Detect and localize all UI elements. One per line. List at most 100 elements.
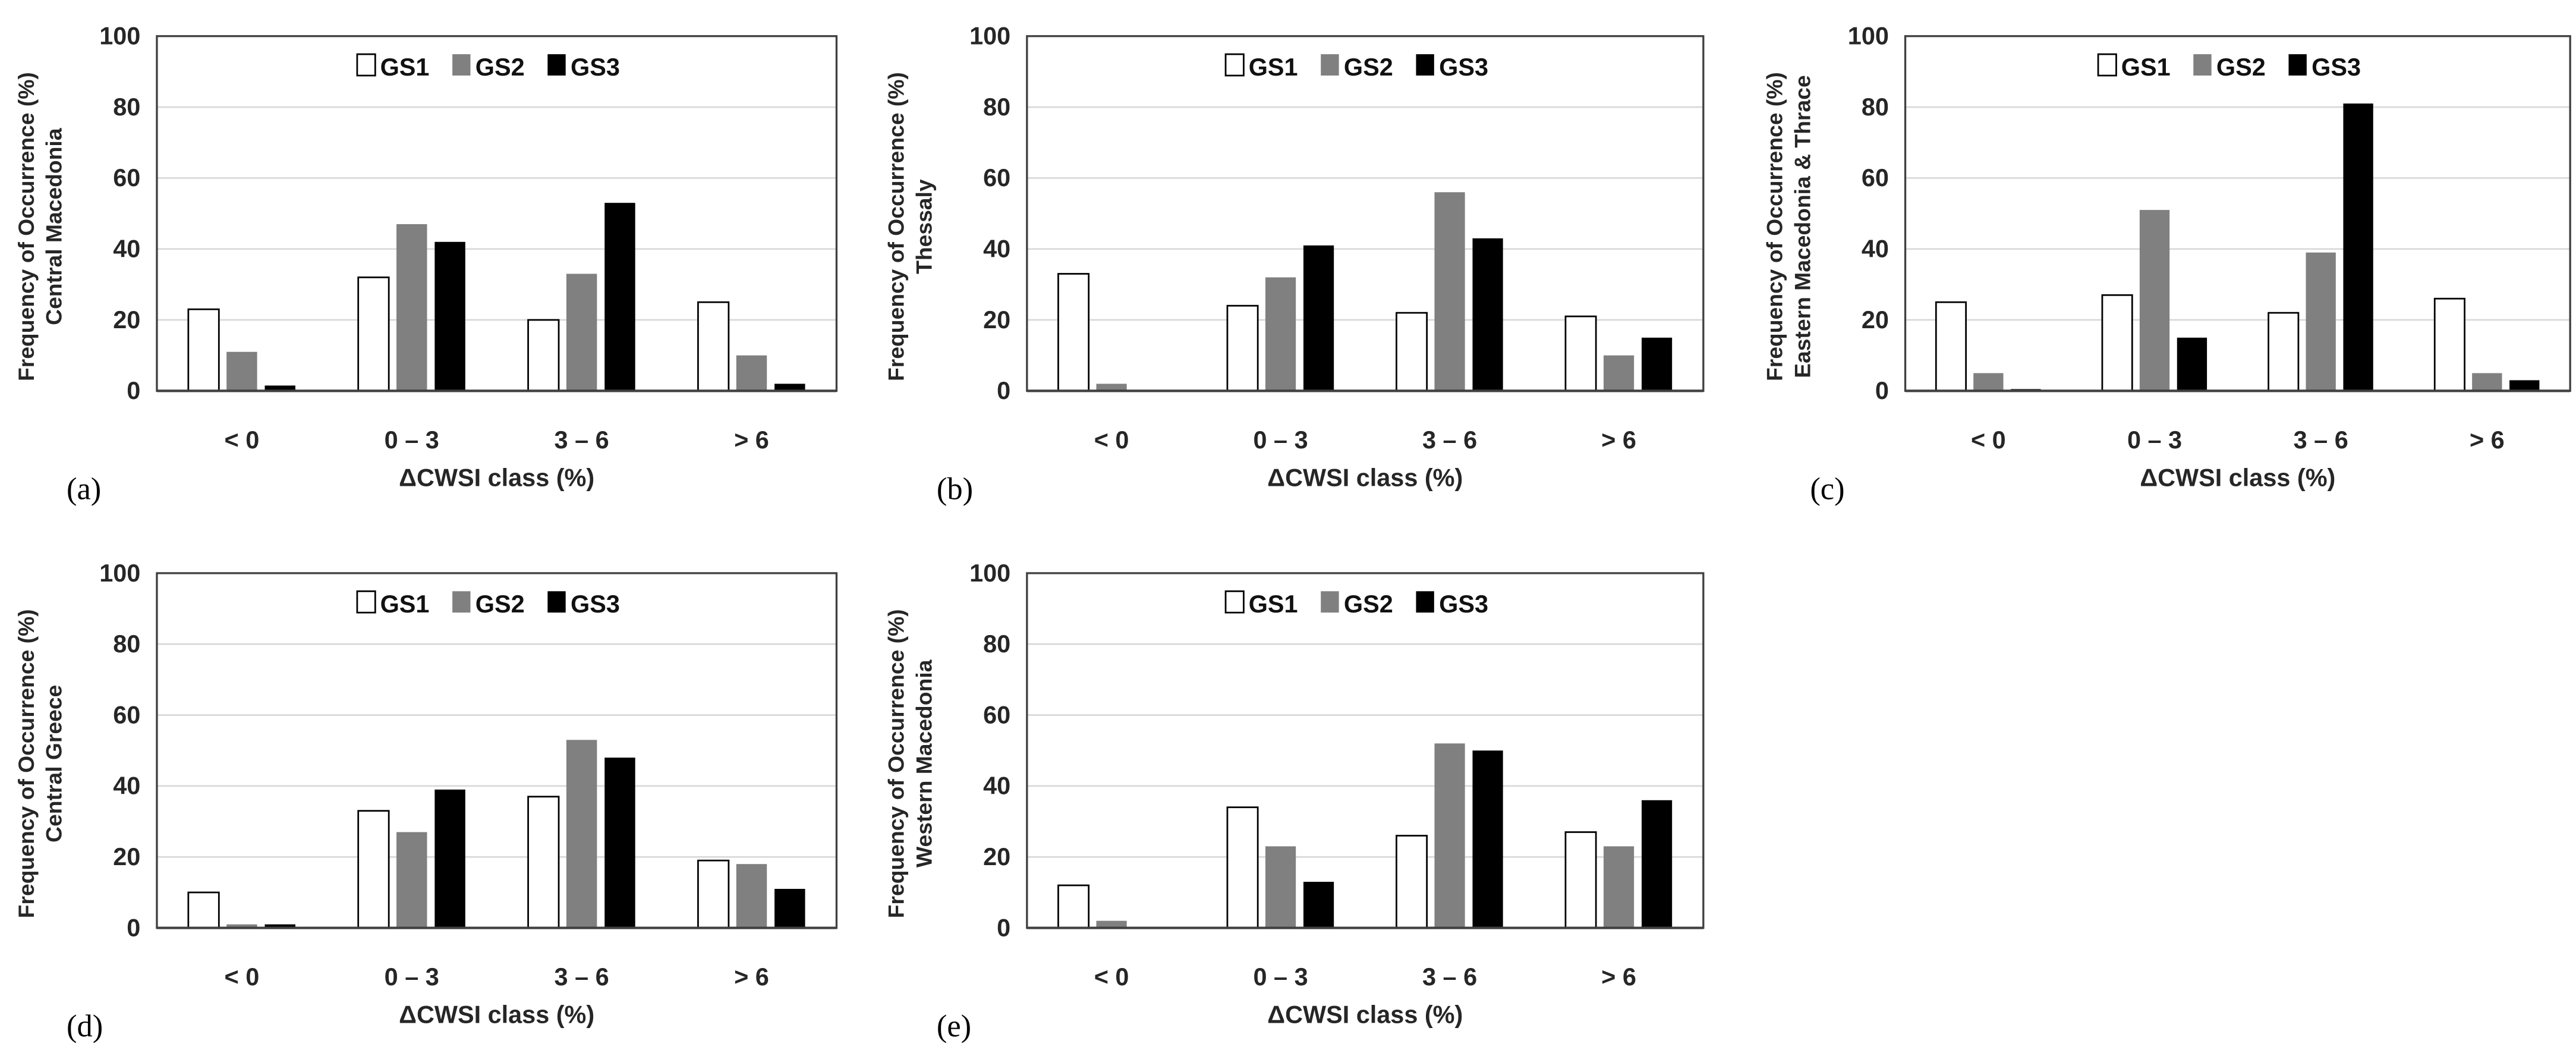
bar-gs1 (1396, 312, 1428, 392)
x-tick-label: > 6 (734, 426, 769, 454)
legend-label: GS1 (1249, 53, 1298, 81)
legend-swatch-gs3 (2288, 54, 2307, 76)
bar-gs1 (1057, 273, 1090, 392)
y-tick-label: 20 (113, 843, 140, 870)
bar-gs3 (264, 924, 295, 928)
bar-gs1 (1226, 806, 1259, 929)
bar-gs2 (1973, 373, 2004, 391)
y-tick-label: 100 (1848, 22, 1889, 50)
bar-gs3 (1303, 245, 1334, 391)
legend-swatch-gs1 (356, 590, 376, 614)
bar-gs1 (527, 796, 560, 929)
bar-gs2 (1265, 846, 1296, 928)
bar-gs2 (2139, 210, 2170, 391)
x-tick-label: > 6 (1601, 426, 1636, 454)
bar-gs2 (1434, 743, 1465, 928)
bar-gs3 (2509, 380, 2540, 391)
x-tick-label: 0 – 3 (1254, 963, 1308, 991)
y-tick-label: 40 (113, 772, 140, 800)
panel-label: (d) (67, 1009, 103, 1044)
chart-panel-c: 0 20 40 60 80 100 < 0 0 – 3 3 – 6 > 6 ΔCWSI class … (1762, 22, 2571, 507)
y-axis-region: Central Greece (42, 685, 67, 843)
y-tick-label: 80 (113, 630, 140, 658)
y-tick-label: 0 (1875, 376, 1889, 404)
bar-gs2 (736, 355, 767, 391)
bar-gs3 (1303, 882, 1334, 928)
y-axis-region: Thessaly (912, 179, 937, 274)
bar-gs3 (264, 385, 295, 391)
y-tick-label: 80 (983, 630, 1010, 658)
legend-label: GS3 (2312, 53, 2361, 81)
legend-label: GS3 (1439, 590, 1488, 618)
legend-swatch-gs3 (1416, 54, 1434, 76)
y-tick-label: 100 (99, 22, 140, 50)
y-tick-label: 80 (1862, 93, 1889, 121)
legend-label: GS2 (475, 590, 525, 618)
bar-gs2 (1096, 920, 1127, 928)
x-tick-label: 0 – 3 (385, 963, 439, 991)
legend-label: GS3 (571, 590, 620, 618)
y-axis-region: Eastern Macedonia & Thrace (1790, 75, 1815, 378)
legend: GS1 GS2 GS3 (1224, 590, 1488, 618)
bar-gs1 (2101, 294, 2133, 392)
legend-swatch-gs1 (2097, 53, 2117, 77)
panel-label: (e) (937, 1009, 971, 1044)
y-axis-title: Frequency of Occurrence (%) (884, 609, 909, 918)
bar-gs2 (566, 274, 597, 391)
bar-gs1 (527, 319, 560, 392)
bar-gs3 (2177, 337, 2207, 391)
x-tick-label: > 6 (2470, 426, 2505, 454)
x-tick-label: < 0 (1094, 426, 1129, 454)
legend-swatch-gs3 (547, 54, 566, 76)
y-tick-label: 80 (983, 93, 1010, 121)
bar-gs2 (1434, 192, 1465, 391)
bar-gs1 (187, 891, 220, 929)
x-tick-label: < 0 (225, 963, 260, 991)
bar-gs2 (396, 224, 427, 391)
y-tick-label: 100 (969, 559, 1010, 587)
y-tick-label: 20 (113, 306, 140, 334)
y-axis-region: Western Macedonia (912, 659, 937, 868)
legend-swatch-gs1 (1224, 53, 1245, 77)
bar-gs2 (1603, 355, 1635, 391)
bar-gs2 (1096, 384, 1127, 391)
plot-frame (156, 35, 838, 392)
chart-panel-a: 0 20 40 60 80 100 < 0 0 – 3 3 – 6 > 6 ΔCWSI class … (14, 22, 838, 507)
panel-label: (b) (937, 472, 973, 507)
legend-label: GS2 (1344, 590, 1393, 618)
plot-frame (156, 572, 838, 929)
bar-gs2 (1265, 277, 1296, 391)
legend-swatch-gs2 (1321, 591, 1339, 613)
bar-gs1 (2433, 297, 2465, 392)
legend-label: GS1 (380, 53, 430, 81)
bar-gs2 (1603, 846, 1635, 928)
y-tick-label: 20 (983, 843, 1010, 870)
x-tick-label: 3 – 6 (1422, 426, 1477, 454)
y-tick-label: 60 (1862, 164, 1889, 191)
x-axis-title: ΔCWSI class (%) (2140, 464, 2335, 492)
bar-gs1 (1935, 301, 1967, 392)
x-tick-label: < 0 (1971, 426, 2006, 454)
panel-label: (a) (67, 472, 101, 507)
legend-label: GS1 (380, 590, 430, 618)
x-tick-label: 0 – 3 (1254, 426, 1308, 454)
plot-frame (1904, 35, 2571, 392)
bar-gs3 (1641, 800, 1673, 928)
y-tick-label: 20 (983, 306, 1010, 334)
y-tick-label: 80 (113, 93, 140, 121)
bar-gs3 (434, 789, 465, 928)
legend-label: GS3 (1439, 53, 1488, 81)
x-tick-label: 0 – 3 (2127, 426, 2182, 454)
x-tick-label: < 0 (225, 426, 260, 454)
legend: GS1 GS2 GS3 (1224, 53, 1488, 81)
bar-gs3 (1472, 238, 1503, 391)
legend-label: GS2 (1344, 53, 1393, 81)
bar-gs3 (1641, 337, 1673, 391)
x-tick-label: 3 – 6 (2294, 426, 2348, 454)
bar-gs1 (1564, 315, 1597, 392)
bar-gs1 (1226, 304, 1259, 392)
legend-label: GS3 (571, 53, 620, 81)
legend-swatch-gs2 (2193, 54, 2212, 76)
y-tick-label: 100 (99, 559, 140, 587)
y-tick-label: 0 (127, 913, 140, 941)
